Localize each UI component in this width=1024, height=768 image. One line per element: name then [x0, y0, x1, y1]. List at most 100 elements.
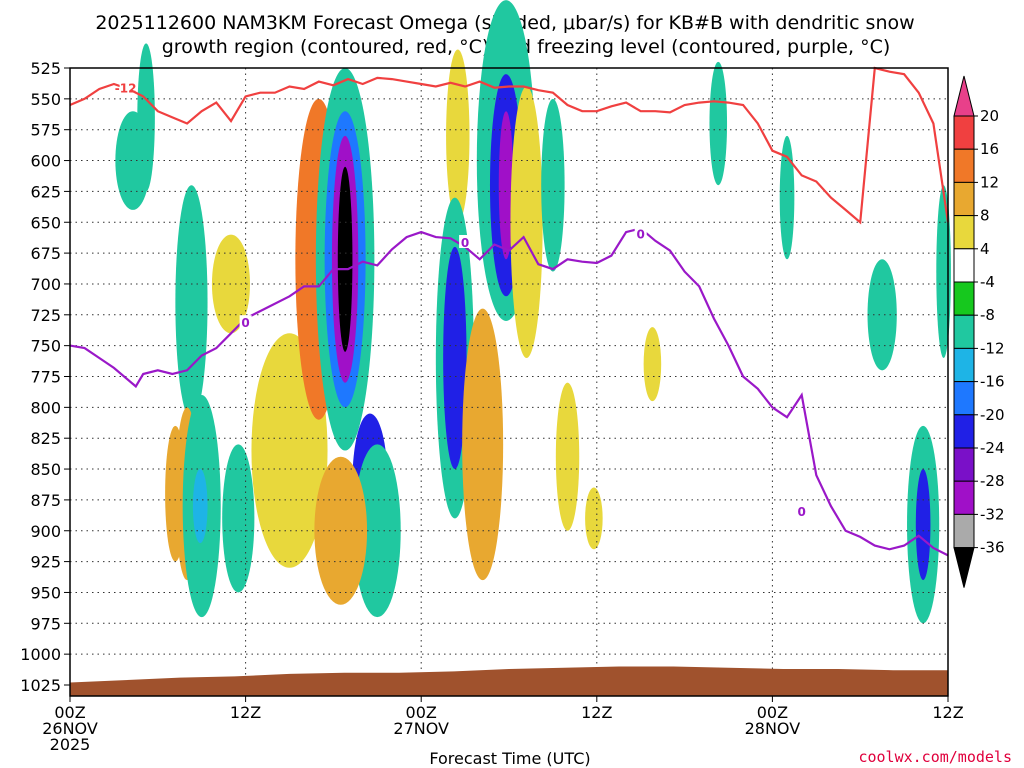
colorbar-label-2: 12: [980, 173, 999, 191]
omega-cell-14: [337, 166, 353, 352]
terrain-surface: [70, 666, 948, 696]
omega-cell-8: [222, 444, 255, 593]
omega-cell-24: [498, 111, 514, 260]
y-tick-label-975: 975: [30, 614, 61, 633]
x-tick-label-60-1: 12Z: [932, 703, 963, 722]
y-tick-label-925: 925: [30, 553, 61, 572]
freezing-label-3: 0: [637, 227, 645, 241]
omega-cell-6: [192, 469, 208, 544]
colorbar-label-11: -28: [980, 472, 1005, 490]
freezing-label-2: 0: [461, 236, 469, 250]
credit-text: coolwx.com/models: [858, 748, 1012, 766]
y-tick-label-625: 625: [30, 182, 61, 201]
colorbar-swatch-5: [953, 248, 975, 283]
colorbar-label-7: -12: [980, 339, 1005, 357]
y-tick-label-700: 700: [30, 275, 61, 294]
terrain-fill: [70, 666, 948, 696]
colorbar-swatch-4: [953, 215, 975, 250]
x-tick-label-48-1: 00Z: [757, 703, 788, 722]
x-tick-label-12-1: 12Z: [230, 703, 261, 722]
plot-frame: [69, 67, 949, 697]
x-tick-label-0-3: 2025: [50, 735, 91, 754]
y-tick-label-550: 550: [30, 90, 61, 109]
freezing-label-4: 0: [797, 505, 805, 519]
y-tick-label-675: 675: [30, 244, 61, 263]
colorbar-label-9: -20: [980, 406, 1005, 424]
omega-cell-27: [555, 382, 580, 531]
y-axis: 525 550 575 600 625 650 675 700 725 750 775 800 825 8…: [20, 59, 70, 695]
colorbar-swatch-11: [953, 447, 975, 482]
x-tick-label-48-2: 28NOV: [745, 719, 801, 738]
omega-shading: [115, 0, 951, 624]
colorbar-label-10: -24: [980, 439, 1005, 457]
colorbar-swatch-12: [953, 480, 975, 515]
y-tick-label-875: 875: [30, 491, 61, 510]
x-tick-label-36-1: 12Z: [581, 703, 612, 722]
colorbar-swatch-9: [953, 381, 975, 416]
colorbar-swatch-3: [953, 181, 975, 217]
omega-cell-21: [462, 308, 504, 581]
omega-cell-2: [175, 185, 208, 420]
colorbar-label-0: 20: [980, 107, 999, 125]
contour-lines: 0 0 0 0 -12: [69, 66, 950, 557]
omega-cell-31: [779, 135, 795, 260]
colorbar-label-8: -16: [980, 373, 1005, 391]
freezing-label-3-bg: [634, 226, 647, 240]
colorbar-cap-top: [953, 75, 975, 117]
omega-cell-18: [446, 49, 470, 223]
omega-cell-4: [165, 425, 186, 562]
colorbar-label-12: -32: [980, 505, 1005, 523]
y-tick-label-575: 575: [30, 121, 61, 140]
colorbar-swatch-6: [953, 281, 975, 316]
dendritic-minus12-line: [69, 66, 950, 225]
colorbar-swatch-7: [953, 314, 975, 349]
omega-cell-28: [585, 487, 603, 550]
y-tick-label-825: 825: [30, 429, 61, 448]
plot-area: 0 0 0 0 -12: [69, 0, 951, 697]
colorbar-label-6: -8: [980, 306, 995, 324]
x-tick-label-24-2: 27NOV: [393, 719, 449, 738]
colorbar-label-13: -36: [980, 539, 1005, 557]
omega-cell-29: [643, 327, 662, 402]
freezing-label-2-bg: [459, 234, 472, 248]
freezing-label-1-bg: [239, 315, 252, 329]
x-tick-label-24-1: 00Z: [406, 703, 437, 722]
x-axis-title: Forecast Time (UTC): [429, 749, 590, 768]
colorbar-cap-bottom: [953, 547, 975, 588]
x-tick-label-0-1: 00Z: [54, 703, 85, 722]
y-tick-label-1025: 1025: [20, 676, 61, 695]
colorbar-swatch-1: [953, 115, 975, 150]
colorbar-label-3: 8: [980, 207, 990, 225]
dendritic-label-1: -12: [115, 82, 137, 96]
omega-cell-30: [709, 61, 728, 186]
colorbar-label-4: 4: [980, 240, 990, 258]
freezing-label-1: 0: [241, 316, 249, 330]
freezing-level-line: [69, 227, 949, 557]
dendritic-label-1-bg: [119, 80, 132, 94]
y-tick-label-750: 750: [30, 337, 61, 356]
colorbar: 20 16 12 8 4 -4 -8 -12 -16 -20 -24 -28 -32 -36: [953, 75, 1005, 588]
y-tick-label-650: 650: [30, 213, 61, 232]
colorbar-swatch-2: [953, 148, 975, 183]
omega-cell-16: [353, 444, 401, 618]
colorbar-label-1: 16: [980, 140, 999, 158]
y-tick-label-950: 950: [30, 583, 61, 602]
omega-cell-32: [867, 259, 897, 371]
y-tick-label-725: 725: [30, 306, 61, 325]
y-tick-label-1000: 1000: [20, 645, 61, 664]
y-tick-label-900: 900: [30, 522, 61, 541]
y-tick-label-525: 525: [30, 59, 61, 78]
y-tick-label-775: 775: [30, 368, 61, 387]
colorbar-label-5: -4: [980, 273, 995, 291]
omega-cell-34: [915, 469, 931, 581]
colorbar-swatch-13: [953, 513, 975, 549]
omega-cell-20: [443, 246, 467, 470]
omega-cell-26: [541, 98, 565, 272]
colorbar-swatch-10: [953, 414, 975, 449]
omega-cell-1: [137, 43, 155, 192]
freezing-label-4-bg: [795, 504, 808, 518]
y-tick-label-600: 600: [30, 152, 61, 171]
y-tick-label-800: 800: [30, 398, 61, 417]
